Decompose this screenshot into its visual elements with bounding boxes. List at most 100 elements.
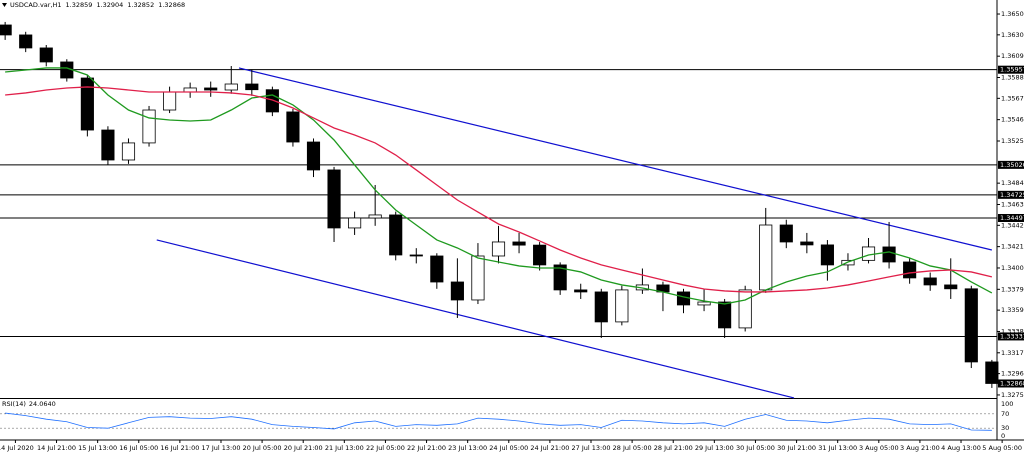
candle-body [19, 34, 33, 49]
x-tick-label: 30 Jul 21:00 [777, 444, 816, 452]
candle-body [676, 291, 691, 306]
header-price: 1.32904 [96, 1, 123, 9]
candle-body [759, 224, 773, 291]
rsi-label: RSI(14) 24.0640 [2, 400, 56, 408]
candle-body [142, 109, 156, 144]
price-label: 1.32868 [1000, 379, 1024, 387]
candle-body [553, 264, 567, 291]
y-tick-label: 1.35255 [1001, 137, 1024, 145]
y-tick-label: 1.35465 [1001, 116, 1024, 124]
y-tick-label: 1.36505 [1001, 10, 1024, 18]
x-tick-label: 17 Jul 13:00 [201, 444, 240, 452]
header-price: 1.32868 [158, 1, 185, 9]
candle-body [738, 289, 752, 329]
candle-body [306, 141, 321, 171]
y-tick-label: 1.36090 [1001, 52, 1024, 60]
moving-average [5, 86, 993, 293]
y-tick-label: 1.34840 [1001, 179, 1024, 187]
candle-body [820, 244, 834, 266]
rsi-name: RSI(14) [2, 400, 26, 408]
candle-body [39, 47, 53, 63]
x-tick-label: 16 Jul 21:00 [160, 444, 199, 452]
candle-body [389, 214, 403, 256]
channel-line [156, 239, 795, 399]
candle-body [903, 261, 917, 279]
x-tick-label: 3 Aug 05:00 [859, 444, 899, 452]
rsi-tick-label: 0 [1001, 432, 1005, 440]
candle-body [265, 89, 279, 113]
y-tick-label: 1.36300 [1001, 31, 1024, 39]
menu-arrow[interactable] [2, 3, 7, 7]
x-tick-label: 14 Jul 21:00 [37, 444, 76, 452]
x-tick-label: 3 Aug 21:00 [900, 444, 940, 452]
moving-average [5, 67, 993, 305]
candle-body [204, 87, 218, 91]
y-tick-label: 1.33170 [1001, 349, 1024, 357]
candle-body [80, 77, 94, 131]
candle-body [0, 24, 12, 36]
rsi-tick-label: 100 [1001, 400, 1013, 408]
candle-body [923, 277, 937, 286]
y-tick-label: 1.35675 [1001, 94, 1024, 102]
candle-body [779, 224, 793, 243]
candle-body [615, 289, 629, 323]
y-tick-label: 1.32755 [1001, 391, 1024, 399]
candle-body [533, 244, 547, 266]
x-tick-label: 16 Jul 05:00 [119, 444, 158, 452]
candle-body [985, 361, 999, 384]
y-tick-label: 1.34425 [1001, 221, 1024, 229]
x-tick-label: 20 Jul 05:00 [243, 444, 282, 452]
x-tick-label: 5 Aug 05:00 [982, 444, 1022, 452]
channel-line [238, 67, 993, 251]
x-tick-label: 15 Jul 13:00 [78, 444, 117, 452]
chart-header: USDCAD.var,H1 1.32859 1.32904 1.32852 1.3286… [10, 1, 185, 9]
header-price: 1.32852 [127, 1, 154, 9]
header-price: 1.32859 [66, 1, 93, 9]
candle-body [697, 301, 711, 306]
y-tick-label: 1.33795 [1001, 285, 1024, 293]
rsi-tick-label: 30 [1001, 424, 1009, 432]
candle-body [512, 241, 526, 246]
x-tick-label: 31 Jul 13:00 [818, 444, 857, 452]
candle-body [286, 111, 300, 143]
x-tick-label: 24 Jul 21:00 [530, 444, 569, 452]
candle-body [163, 91, 177, 111]
price-label-box [998, 379, 1024, 388]
x-tick-label: 27 Jul 13:00 [572, 444, 611, 452]
price-label-box [998, 65, 1024, 74]
price-label: 1.35957 [1000, 66, 1024, 74]
price-label-box [998, 332, 1024, 341]
x-tick-label: 28 Jul 05:00 [613, 444, 652, 452]
price-label-box [998, 213, 1024, 222]
candle-body [861, 246, 876, 261]
x-tick-label: 22 Jul 21:00 [407, 444, 446, 452]
candle-body [574, 289, 588, 293]
x-tick-label: 22 Jul 05:00 [366, 444, 405, 452]
x-tick-label: 28 Jul 21:00 [654, 444, 693, 452]
symbol: USDCAD.var,H1 [10, 1, 62, 9]
rsi-line [5, 412, 992, 431]
x-tick-label: 23 Jul 13:00 [448, 444, 487, 452]
rsi-tick-label: 70 [1001, 410, 1009, 418]
candle-body [882, 246, 896, 263]
candle-body [800, 241, 814, 246]
x-tick-label: 24 Jul 05:00 [489, 444, 528, 452]
y-tick-label: 1.33590 [1001, 306, 1024, 314]
candle-body [594, 291, 608, 323]
x-tick-label: 14 Jul 2020 [0, 444, 34, 452]
x-tick-label: 4 Aug 13:00 [941, 444, 981, 452]
candle-body [450, 281, 464, 301]
candle-body [430, 255, 444, 283]
candle-body [471, 255, 485, 301]
candle-body [964, 288, 978, 363]
candle-body [348, 217, 362, 229]
x-tick-label: 29 Jul 13:00 [695, 444, 734, 452]
candle-body [718, 301, 732, 329]
candle-body [944, 284, 958, 290]
candle-body [327, 169, 341, 229]
price-label-box [998, 190, 1024, 199]
x-tick-label: 20 Jul 21:00 [284, 444, 323, 452]
